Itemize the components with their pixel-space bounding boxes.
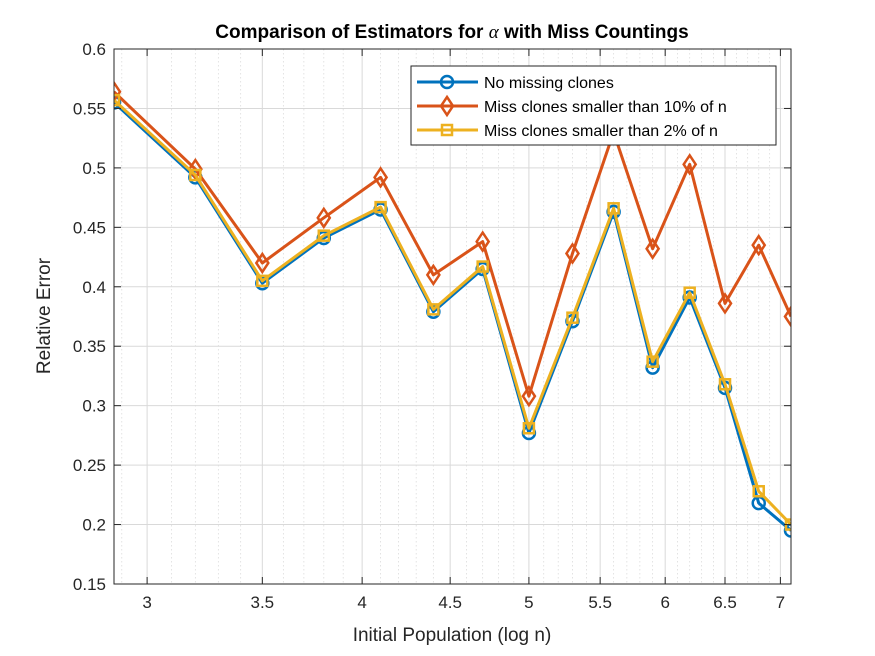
data-point-miss-2 (427, 303, 440, 316)
y-tick-label: 0.35 (73, 337, 106, 356)
data-point-miss-10 (373, 166, 389, 189)
legend-entry-miss-10: Miss clones smaller than 10% of n (417, 94, 727, 118)
y-tick-label: 0.45 (73, 218, 106, 237)
legend-label-no-missing: No missing clones (484, 75, 614, 92)
y-tick-label: 0.3 (82, 397, 106, 416)
legend-marker-miss-10 (439, 94, 455, 118)
data-point-miss-2 (752, 485, 765, 498)
legend-marker-no-missing (439, 74, 455, 90)
data-point-miss-10 (114, 80, 122, 104)
y-tick-label: 0.25 (73, 456, 106, 475)
data-point-miss-2 (607, 202, 620, 215)
legend-marker-miss-2 (440, 123, 454, 137)
data-point-miss-2 (189, 168, 202, 182)
data-point-miss-10 (751, 233, 767, 257)
plot-frame (113, 48, 792, 585)
data-point-miss-10 (316, 206, 332, 230)
data-point-miss-2 (522, 422, 536, 435)
data-point-miss-2 (317, 229, 331, 242)
series-line-miss-2 (114, 99, 791, 526)
x-tick-label: 4 (357, 593, 366, 612)
legend: No missing clones Miss clones smaller th… (410, 65, 777, 146)
data-point-miss-2 (374, 200, 387, 214)
x-tick-label: 6.5 (713, 593, 737, 612)
y-tick-label: 0.15 (73, 575, 106, 594)
y-tick-label: 0.2 (82, 516, 106, 535)
x-tick-label: 3.5 (251, 593, 275, 612)
data-point-miss-2 (646, 355, 659, 368)
series-line-miss-10 (114, 90, 791, 398)
y-tick-label: 0.6 (82, 40, 106, 59)
x-tick-label: 6 (660, 593, 669, 612)
legend-label-miss-10: Miss clones smaller than 10% of n (484, 99, 727, 116)
data-point-miss-10 (254, 251, 270, 275)
data-point-miss-2 (476, 260, 489, 273)
data-point-miss-10 (521, 384, 537, 408)
series-clip-group (114, 80, 791, 538)
legend-entry-miss-2: Miss clones smaller than 2% of n (417, 123, 718, 140)
alpha-symbol: α (489, 22, 500, 43)
data-point-miss-2 (566, 311, 579, 324)
data-point-miss-2 (256, 274, 269, 288)
x-tick-label: 4.5 (438, 593, 462, 612)
data-point-miss-10 (425, 263, 441, 287)
data-point-miss-10 (682, 153, 698, 176)
x-tick-label: 5 (524, 593, 533, 612)
y-tick-label: 0.55 (73, 99, 106, 118)
tick-layer: 3 3.5 4 4.5 5 5.5 6 6.5 7 0.15 0.2 0.25 0.3 0.35 0.4 0.… (73, 40, 791, 612)
data-point-miss-10 (187, 157, 203, 181)
data-point-miss-2 (114, 93, 121, 107)
y-tick-label: 0.5 (82, 159, 106, 178)
x-axis-label: Initial Population (log n) (353, 625, 552, 646)
y-tick-label: 0.4 (82, 278, 106, 297)
data-point-miss-10 (645, 237, 661, 260)
series-layer (114, 80, 791, 538)
data-point-miss-2 (718, 378, 732, 391)
data-point-miss-10 (564, 242, 580, 265)
data-point-miss-10 (717, 292, 733, 315)
x-tick-label: 5.5 (588, 593, 612, 612)
data-point-miss-10 (783, 305, 791, 328)
legend-entry-no-missing: No missing clones (417, 74, 614, 92)
chart-title: Comparison of Estimators for α with Miss… (215, 22, 688, 43)
data-point-miss-10 (475, 230, 491, 253)
x-tick-label: 7 (776, 593, 785, 612)
x-tick-label: 3 (142, 593, 151, 612)
legend-label-miss-2: Miss clones smaller than 2% of n (484, 123, 718, 140)
data-point-miss-2 (683, 286, 696, 299)
y-axis-label: Relative Error (34, 257, 55, 374)
